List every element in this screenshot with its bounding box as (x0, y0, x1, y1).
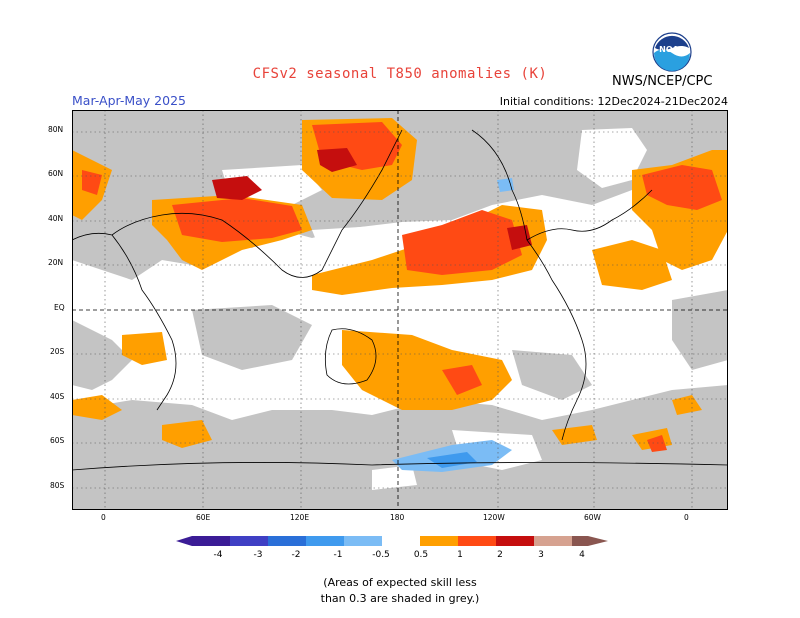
lon-label-60e: 60E (196, 513, 211, 522)
legend-tick: 3 (538, 550, 544, 560)
legend-tick: -3 (254, 550, 263, 560)
legend-swatch (268, 536, 306, 546)
color-legend: -4 -3 -2 -1 -0.5 0.5 1 2 3 4 (176, 536, 608, 560)
logo-text: NOAA (659, 45, 685, 54)
legend-arrow-high (588, 536, 608, 546)
legend-tick: -0.5 (372, 550, 390, 560)
organization-label: NWS/NCEP/CPC (612, 74, 713, 89)
legend-tick: -4 (214, 550, 223, 560)
legend-tick: -1 (334, 550, 343, 560)
legend-swatch (230, 536, 268, 546)
lat-label-80s: 80S (50, 481, 65, 490)
lat-label-20s: 20S (50, 347, 65, 356)
legend-swatch (192, 536, 230, 546)
coastlines (72, 129, 728, 471)
legend-tick: 4 (579, 550, 585, 560)
map-frame (72, 110, 728, 510)
lon-label-0: 0 (101, 513, 106, 522)
legend-swatch (534, 536, 572, 546)
legend-swatch (496, 536, 534, 546)
legend-swatch (344, 536, 382, 546)
initial-conditions-label: Initial conditions: 12Dec2024-21Dec2024 (499, 95, 728, 108)
legend-swatch (458, 536, 496, 546)
lon-label-60w: 60W (584, 513, 601, 522)
lon-label-120w: 120W (483, 513, 505, 522)
graticule (72, 110, 728, 510)
lat-label-eq: EQ (54, 303, 65, 312)
skill-note-line1: (Areas of expected skill less (323, 576, 477, 589)
lat-label-40s: 40S (50, 392, 65, 401)
legend-swatch (382, 536, 420, 546)
lat-label-20n: 20N (48, 258, 64, 267)
season-label: Mar-Apr-May 2025 (72, 93, 186, 108)
legend-tick: -2 (292, 550, 301, 560)
lat-label-60s: 60S (50, 436, 65, 445)
legend-swatch (572, 536, 588, 546)
legend-swatch (306, 536, 344, 546)
noaa-logo: NOAA (652, 32, 692, 72)
lat-label-80n: 80N (48, 125, 64, 134)
skill-note-line2: than 0.3 are shaded in grey.) (320, 592, 480, 605)
anomaly-map: 80N 60N 40N 20N EQ 20S 40S 60S 80S (72, 110, 728, 510)
legend-swatch (420, 536, 458, 546)
lat-label-60n: 60N (48, 169, 64, 178)
map-title: CFSv2 seasonal T850 anomalies (K) (252, 66, 548, 82)
lon-label-0-east: 0 (684, 513, 689, 522)
legend-tick: 2 (497, 550, 503, 560)
lon-label-120e: 120E (290, 513, 310, 522)
legend-arrow-low (176, 536, 192, 546)
legend-tick: 0.5 (414, 550, 428, 560)
legend-tick: 1 (457, 550, 463, 560)
lon-label-180: 180 (390, 513, 405, 522)
lat-label-40n: 40N (48, 214, 64, 223)
